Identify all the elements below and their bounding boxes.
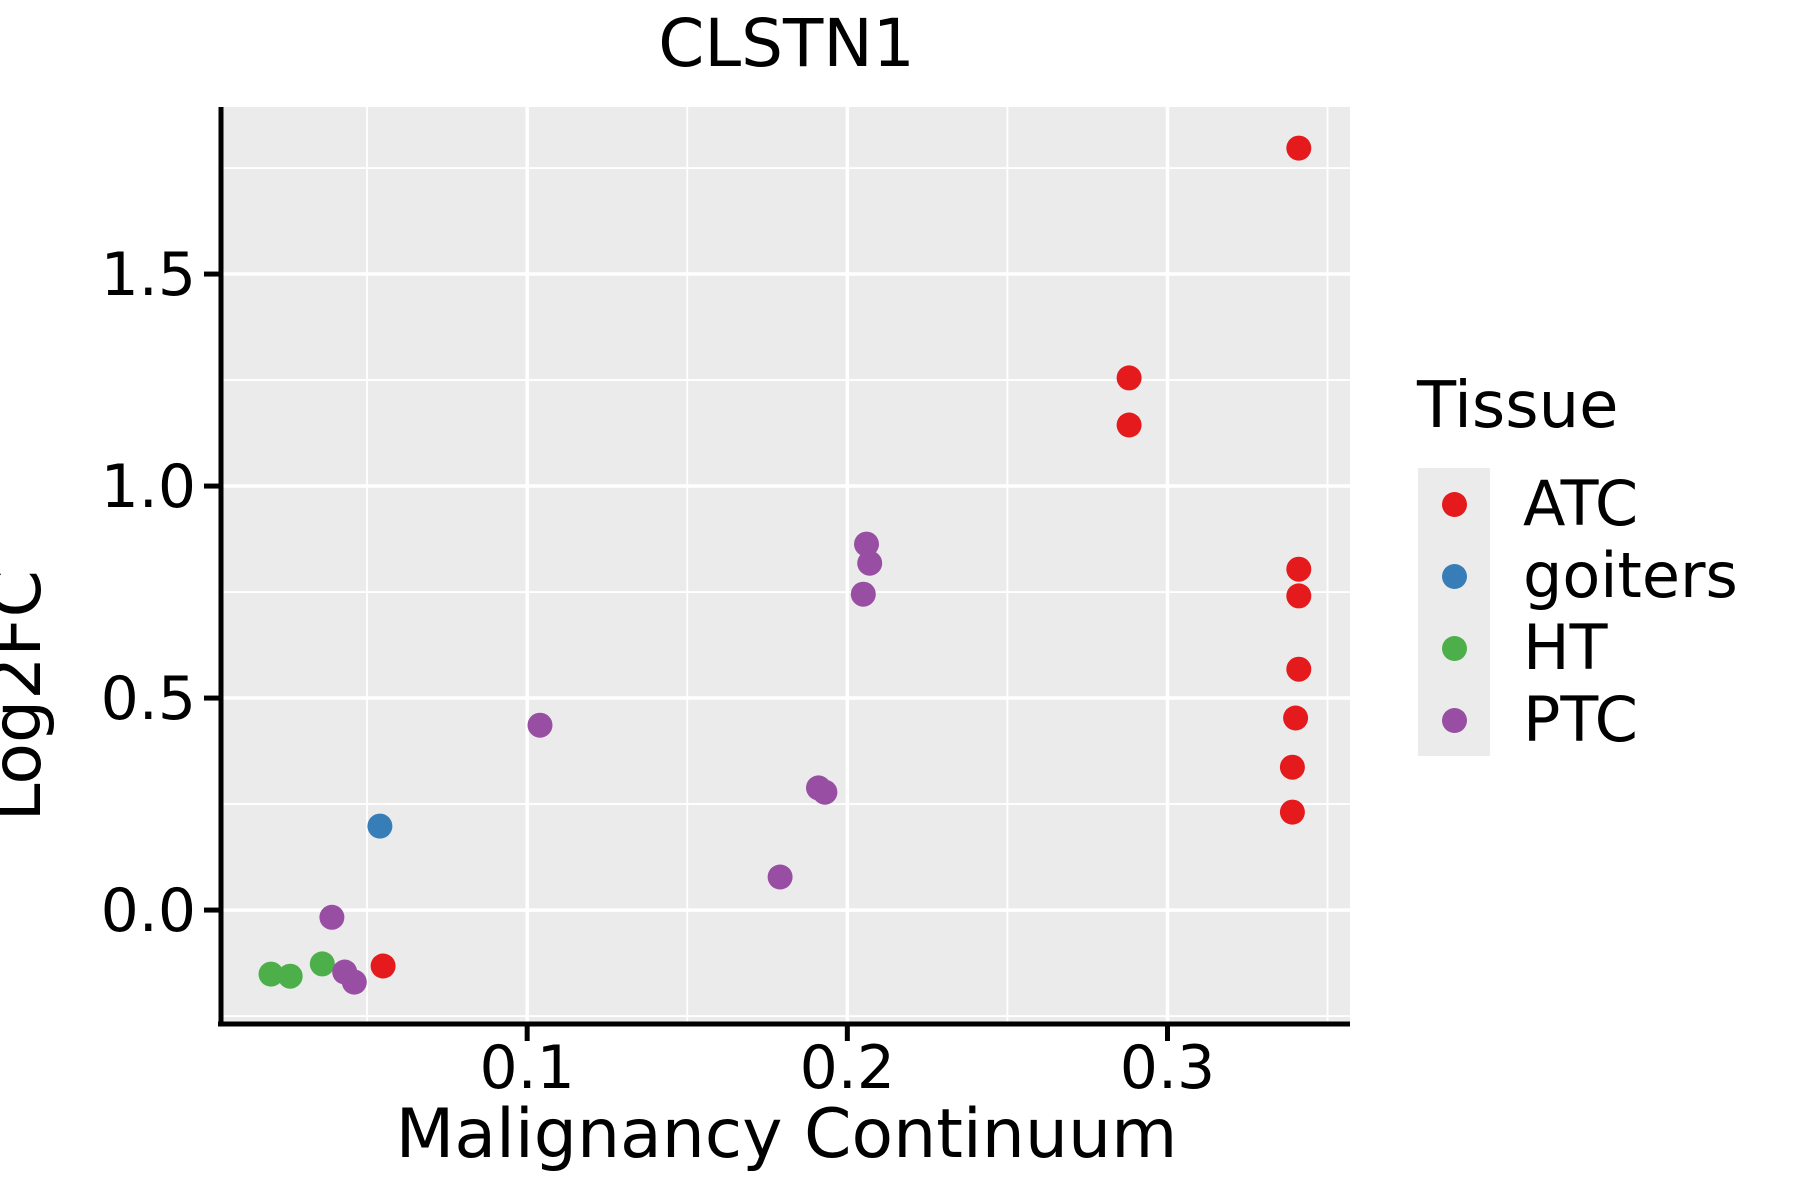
y-tick-label: 0.5 bbox=[101, 664, 196, 734]
data-point-ptc bbox=[341, 969, 367, 995]
data-point-atc bbox=[1283, 705, 1309, 731]
legend-label-atc: ATC bbox=[1523, 467, 1639, 540]
data-point-ht bbox=[309, 951, 335, 977]
legend-item-goiters: goiters bbox=[1418, 540, 1738, 612]
data-point-atc bbox=[1286, 583, 1312, 609]
chart-title: CLSTN1 bbox=[658, 5, 915, 82]
data-point-atc bbox=[1116, 412, 1142, 438]
atc-point-icon bbox=[1441, 491, 1467, 517]
data-point-ptc bbox=[767, 864, 793, 890]
data-point-atc bbox=[1286, 656, 1312, 682]
data-point-ptc bbox=[812, 779, 838, 805]
ptc-point-icon bbox=[1441, 707, 1467, 733]
data-point-atc bbox=[1279, 754, 1305, 780]
legend-label-ht: HT bbox=[1523, 611, 1608, 684]
data-point-ptc bbox=[854, 531, 879, 557]
data-point-ht bbox=[277, 963, 303, 989]
x-axis-label: Malignancy Continuum bbox=[395, 1095, 1178, 1174]
legend-title: Tissue bbox=[1417, 369, 1619, 443]
legend-item-atc: ATC bbox=[1418, 468, 1738, 540]
x-tick-label: 0.1 bbox=[479, 1033, 574, 1103]
legend-item-ptc: PTC bbox=[1418, 684, 1738, 756]
data-point-atc bbox=[1286, 135, 1312, 161]
legend-key-box bbox=[1418, 468, 1490, 540]
legend-label-goiters: goiters bbox=[1523, 539, 1738, 612]
data-point-ptc bbox=[850, 581, 876, 607]
data-point-ptc bbox=[857, 550, 883, 576]
legend-label-ptc: PTC bbox=[1523, 683, 1638, 756]
y-tick-label: 1.0 bbox=[101, 452, 196, 522]
y-tick-label: 1.5 bbox=[101, 240, 196, 310]
legend-key-box bbox=[1418, 612, 1490, 684]
legend-key-box bbox=[1418, 684, 1490, 756]
data-point-ptc bbox=[527, 712, 553, 738]
legend-key-box bbox=[1418, 540, 1490, 612]
x-tick-label: 0.3 bbox=[1120, 1033, 1215, 1103]
goiters-point-icon bbox=[1441, 563, 1467, 589]
data-point-atc bbox=[1116, 365, 1142, 391]
data-point-ptc bbox=[319, 904, 345, 930]
data-point-atc bbox=[370, 953, 396, 979]
data-point-goiters bbox=[367, 813, 393, 839]
data-point-atc bbox=[1279, 799, 1305, 825]
ht-point-icon bbox=[1441, 635, 1467, 661]
legend-keys: ATC goiters HT PTC bbox=[1418, 468, 1738, 756]
legend-item-ht: HT bbox=[1418, 612, 1738, 684]
data-point-atc bbox=[1286, 556, 1312, 582]
y-tick-label: 0.0 bbox=[101, 876, 196, 946]
x-tick-label: 0.2 bbox=[800, 1033, 895, 1103]
data-point-ht bbox=[258, 961, 284, 987]
